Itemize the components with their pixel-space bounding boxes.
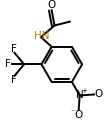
Text: O: O	[94, 89, 102, 100]
Text: O: O	[48, 0, 56, 10]
Text: +: +	[82, 88, 87, 94]
Text: F: F	[5, 59, 11, 69]
Text: N: N	[76, 90, 84, 100]
Text: HN: HN	[34, 31, 50, 41]
Text: F: F	[11, 75, 16, 85]
Text: O: O	[75, 110, 83, 120]
Text: ⁻: ⁻	[71, 107, 75, 116]
Text: F: F	[11, 44, 16, 54]
